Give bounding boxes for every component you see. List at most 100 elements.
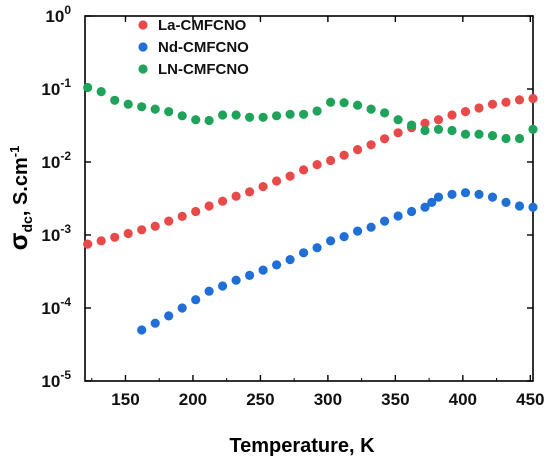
y-axis-title-units: , S.cm bbox=[10, 157, 32, 216]
data-point bbox=[447, 110, 457, 120]
data-point bbox=[501, 197, 511, 207]
x-tick-label: 200 bbox=[179, 390, 207, 409]
data-point bbox=[191, 115, 201, 125]
data-point bbox=[96, 236, 106, 246]
data-point bbox=[433, 192, 444, 202]
data-point bbox=[326, 236, 336, 246]
data-point bbox=[380, 134, 390, 144]
data-point bbox=[258, 265, 268, 275]
y-tick-mantissa: 10 bbox=[41, 226, 60, 245]
data-point bbox=[447, 125, 457, 136]
data-points bbox=[83, 82, 538, 335]
y-tick-label: 10-1 bbox=[41, 76, 71, 99]
data-point bbox=[137, 102, 147, 112]
data-point bbox=[312, 106, 322, 116]
y-tick-label: 10-3 bbox=[41, 222, 71, 245]
data-point bbox=[164, 107, 174, 117]
data-point bbox=[123, 99, 133, 109]
data-point bbox=[137, 225, 147, 235]
data-point bbox=[393, 115, 403, 125]
data-point bbox=[514, 95, 525, 105]
data-point bbox=[514, 201, 525, 211]
data-point bbox=[474, 189, 484, 199]
data-point bbox=[312, 160, 322, 170]
data-point bbox=[487, 99, 498, 109]
data-point bbox=[218, 196, 228, 206]
data-point bbox=[460, 107, 471, 117]
y-axis-title-subscript: dc bbox=[19, 216, 35, 233]
data-point bbox=[407, 120, 417, 130]
data-point bbox=[528, 124, 538, 134]
data-point bbox=[177, 303, 187, 313]
data-point bbox=[501, 133, 511, 144]
data-point bbox=[231, 275, 241, 285]
series-La-CMFCNO bbox=[83, 93, 538, 249]
y-tick-exponent: -4 bbox=[60, 295, 71, 309]
data-point bbox=[177, 111, 187, 121]
data-point bbox=[366, 104, 376, 114]
legend-label: Nd-CMFCNO bbox=[158, 39, 249, 56]
data-point bbox=[164, 216, 174, 226]
y-axis-title-superscript: -1 bbox=[7, 146, 22, 158]
data-point bbox=[528, 93, 538, 104]
data-point bbox=[285, 109, 295, 119]
data-point bbox=[326, 97, 336, 107]
data-point bbox=[501, 97, 511, 107]
data-point bbox=[528, 202, 538, 212]
series-Nd-CMFCNO bbox=[137, 188, 538, 335]
data-point bbox=[339, 150, 349, 160]
x-tick-label: 250 bbox=[246, 390, 274, 409]
data-point bbox=[110, 95, 120, 105]
data-point bbox=[245, 270, 255, 280]
y-tick-exponent: -5 bbox=[60, 368, 71, 382]
data-point bbox=[218, 110, 228, 120]
data-point bbox=[137, 325, 147, 335]
legend-marker bbox=[138, 42, 148, 52]
data-point bbox=[487, 192, 498, 202]
data-point bbox=[420, 125, 430, 136]
data-point bbox=[150, 221, 160, 231]
data-point bbox=[393, 128, 403, 138]
y-tick-mantissa: 10 bbox=[41, 299, 60, 318]
data-point bbox=[460, 188, 471, 198]
data-point bbox=[460, 129, 471, 139]
data-point bbox=[353, 145, 363, 155]
y-tick-label: 100 bbox=[45, 3, 71, 26]
data-point bbox=[150, 318, 160, 328]
y-tick-mantissa: 10 bbox=[41, 372, 60, 391]
data-point bbox=[299, 109, 309, 119]
y-tick-mantissa: 10 bbox=[41, 80, 60, 99]
data-point bbox=[420, 202, 430, 212]
data-point bbox=[83, 82, 93, 93]
y-tick-mantissa: 10 bbox=[41, 153, 60, 172]
data-point bbox=[366, 222, 376, 232]
data-point bbox=[407, 206, 417, 217]
data-point bbox=[433, 124, 444, 134]
data-point bbox=[231, 191, 241, 201]
data-point bbox=[380, 216, 390, 226]
data-point bbox=[312, 243, 322, 253]
data-point bbox=[96, 87, 106, 97]
data-point bbox=[299, 248, 309, 258]
data-point bbox=[299, 165, 309, 175]
data-point bbox=[447, 189, 457, 199]
y-tick-label: 10-2 bbox=[41, 149, 71, 172]
data-point bbox=[83, 239, 93, 249]
y-tick-label: 10-4 bbox=[41, 295, 71, 318]
x-tick-label: 450 bbox=[516, 390, 544, 409]
data-point bbox=[353, 226, 363, 236]
data-point bbox=[272, 176, 282, 186]
y-axis-title-sigma: σ bbox=[3, 232, 33, 250]
legend-label: LN-CMFCNO bbox=[158, 61, 249, 78]
x-tick-label: 400 bbox=[449, 390, 477, 409]
data-point bbox=[150, 104, 160, 114]
x-axis-title: Temperature, K bbox=[229, 435, 375, 456]
data-point bbox=[339, 232, 349, 242]
legend-marker bbox=[138, 20, 148, 30]
y-tick-exponent: -2 bbox=[60, 149, 71, 163]
data-point bbox=[245, 112, 255, 122]
data-point bbox=[231, 110, 241, 120]
data-point bbox=[177, 211, 187, 221]
